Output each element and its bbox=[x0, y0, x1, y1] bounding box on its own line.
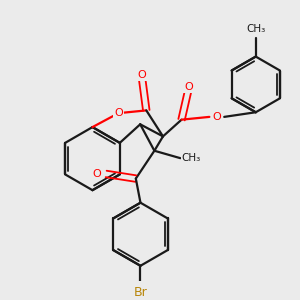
Text: CH₃: CH₃ bbox=[182, 153, 201, 163]
Text: Br: Br bbox=[134, 286, 147, 299]
Text: CH₃: CH₃ bbox=[246, 24, 266, 34]
Text: O: O bbox=[137, 70, 146, 80]
Text: O: O bbox=[114, 108, 123, 118]
Text: O: O bbox=[92, 169, 101, 179]
Text: O: O bbox=[184, 82, 193, 92]
Text: O: O bbox=[212, 112, 221, 122]
